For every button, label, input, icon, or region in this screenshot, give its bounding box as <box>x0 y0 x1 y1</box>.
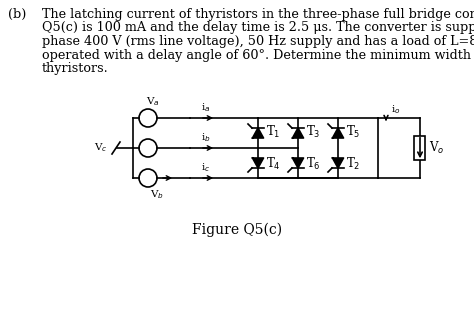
Text: T$_6$: T$_6$ <box>307 156 321 172</box>
Text: V$_b$: V$_b$ <box>150 188 164 201</box>
Text: V$_a$: V$_a$ <box>146 95 160 108</box>
Bar <box>414 136 426 160</box>
Text: T$_2$: T$_2$ <box>346 156 361 172</box>
Text: T$_3$: T$_3$ <box>307 124 321 140</box>
Text: T$_5$: T$_5$ <box>346 124 361 140</box>
Text: i$_c$: i$_c$ <box>201 161 210 174</box>
Text: T$_1$: T$_1$ <box>266 124 281 140</box>
Text: V$_o$: V$_o$ <box>429 140 445 156</box>
Text: operated with a delay angle of 60°. Determine the minimum width of the gate puls: operated with a delay angle of 60°. Dete… <box>42 49 474 62</box>
Polygon shape <box>292 128 303 138</box>
Text: i$_b$: i$_b$ <box>201 131 211 144</box>
Text: V$_c$: V$_c$ <box>94 141 108 155</box>
Text: Q5(c) is 100 mA and the delay time is 2.5 μs. The converter is supplied from a t: Q5(c) is 100 mA and the delay time is 2.… <box>42 22 474 35</box>
Text: i$_o$: i$_o$ <box>391 103 401 116</box>
Text: phase 400 V (rms line voltage), 50 Hz supply and has a load of L=8 mH and R=2 Ω.: phase 400 V (rms line voltage), 50 Hz su… <box>42 35 474 48</box>
Polygon shape <box>292 158 303 168</box>
Polygon shape <box>253 158 264 168</box>
Polygon shape <box>332 158 344 168</box>
Text: thyristors.: thyristors. <box>42 62 109 75</box>
Polygon shape <box>332 128 344 138</box>
Text: T$_4$: T$_4$ <box>266 156 281 172</box>
Text: i$_a$: i$_a$ <box>201 101 211 114</box>
Polygon shape <box>253 128 264 138</box>
Text: The latching current of thyristors in the three-phase full bridge converter show: The latching current of thyristors in th… <box>42 8 474 21</box>
Text: Figure Q5(c): Figure Q5(c) <box>192 223 282 237</box>
Text: (b): (b) <box>8 8 27 21</box>
